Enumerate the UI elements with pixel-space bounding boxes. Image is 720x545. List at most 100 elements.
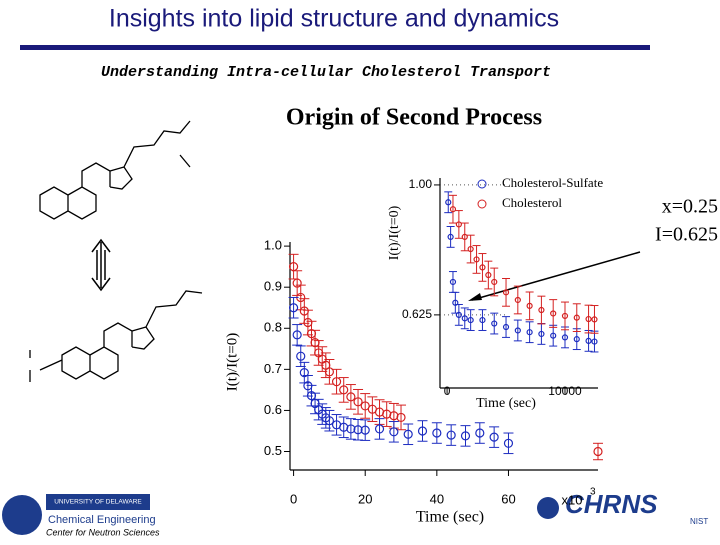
legend-marker [477, 199, 487, 209]
x-axis-label: Time (sec) [476, 396, 536, 411]
y-tick-label: 1.0 [264, 238, 282, 253]
data-point [446, 430, 456, 440]
y-axis-label: I(t)/I(t=0) [224, 333, 240, 391]
data-point [467, 316, 474, 324]
annotation-arrow [471, 251, 641, 301]
ud-emblem [2, 495, 42, 535]
y-tick-label: 0.9 [264, 279, 282, 294]
data-point [296, 351, 306, 361]
data-point [324, 416, 334, 426]
data-point [461, 233, 468, 241]
data-point [561, 334, 569, 341]
x-tick-label: 0 [444, 384, 451, 398]
y-tick-label: 0.5 [264, 443, 282, 458]
subtitle: Understanding Intra-cellular Cholesterol… [101, 64, 551, 81]
data-point [346, 392, 356, 402]
y-tick-label: 0.625 [402, 307, 432, 321]
data-point [479, 316, 486, 324]
double-arrow [91, 238, 111, 292]
chrns-text: CHRNS [565, 489, 658, 519]
data-point [479, 264, 486, 271]
data-point [573, 336, 580, 343]
annotation-i: I=0.625 [655, 224, 718, 246]
legend-label: Cholesterol [502, 195, 562, 210]
x-tick-label: 10000 [548, 384, 582, 398]
ud-banner [46, 494, 150, 510]
data-point [461, 315, 468, 322]
data-point [288, 303, 299, 313]
data-point [491, 278, 498, 286]
legend-marker [477, 179, 487, 189]
x-tick-label: 60 [501, 491, 515, 506]
data-point [585, 315, 592, 323]
data-point [593, 446, 603, 457]
data-point [449, 278, 457, 286]
data-point [353, 425, 363, 435]
data-point [455, 311, 462, 318]
series [448, 194, 599, 334]
data-point [403, 429, 413, 439]
data-point [514, 296, 521, 304]
x-tick-label: 20 [358, 491, 372, 506]
data-point [432, 428, 442, 438]
data-point [561, 312, 569, 320]
data-point [452, 299, 459, 306]
data-point [550, 310, 557, 317]
data-point [538, 306, 545, 314]
y-tick-label: 0.6 [264, 402, 282, 417]
series [288, 296, 514, 455]
center-name: Center for Neutron Sciences [46, 527, 160, 537]
data-point [491, 320, 498, 327]
data-point [460, 431, 471, 441]
university-name: UNIVERSITY OF DELAWARE [54, 499, 142, 506]
data-point [503, 438, 514, 448]
data-point [485, 271, 492, 279]
heading: Origin of Second Process [286, 105, 542, 131]
data-point [489, 432, 499, 442]
chrns-emblem [537, 497, 559, 519]
series [444, 191, 599, 353]
data-point [585, 337, 592, 344]
data-point [299, 368, 309, 378]
main-chart: 0.5 0.6 0.7 0.8 0.9 1.0 0 20 40 60 Time (sec) I(t)/… [224, 238, 603, 526]
nist-text: NIST [690, 517, 708, 526]
chrns-logo: CHRNS NIST [537, 489, 708, 526]
data-point [502, 289, 510, 296]
data-point [591, 338, 598, 345]
department-name: Chemical Engineering [48, 514, 156, 526]
data-point [445, 199, 452, 206]
data-point [360, 425, 370, 435]
x-tick-label: 0 [290, 491, 297, 506]
data-point [473, 256, 480, 263]
data-point [292, 330, 302, 340]
slide-title: Insights into lipid structure and dynami… [109, 5, 559, 33]
data-point [502, 323, 510, 331]
data-point [467, 245, 474, 253]
data-point [455, 221, 462, 228]
data-point [526, 329, 533, 336]
legend-label: Cholesterol-Sulfate [502, 175, 603, 190]
data-point [475, 428, 485, 438]
data-point [417, 426, 428, 436]
y-tick-label: 1.00 [409, 177, 433, 191]
molecule-cholesterol [39, 120, 191, 220]
data-point [449, 206, 457, 213]
x-multiplier: x10 [562, 492, 583, 507]
data-point [292, 278, 302, 288]
title-rule [20, 45, 650, 50]
data-point [550, 332, 557, 339]
x-axis-label: Time (sec) [416, 509, 484, 526]
annotation-arrowhead [468, 293, 482, 301]
data-point [514, 327, 521, 334]
data-point [526, 302, 533, 309]
data-point [389, 427, 399, 437]
data-point [591, 316, 598, 323]
x-tick-label: 40 [430, 491, 444, 506]
data-point [324, 367, 334, 377]
data-point [331, 377, 342, 387]
inset-chart: 0.625 1.00 0 10000 Time (sec) I(t)/I(t=0) Chol… [387, 175, 603, 411]
x-multiplier-exponent: 3 [590, 487, 596, 498]
ud-logo: UNIVERSITY OF DELAWARE Chemical Engineer… [2, 494, 160, 537]
